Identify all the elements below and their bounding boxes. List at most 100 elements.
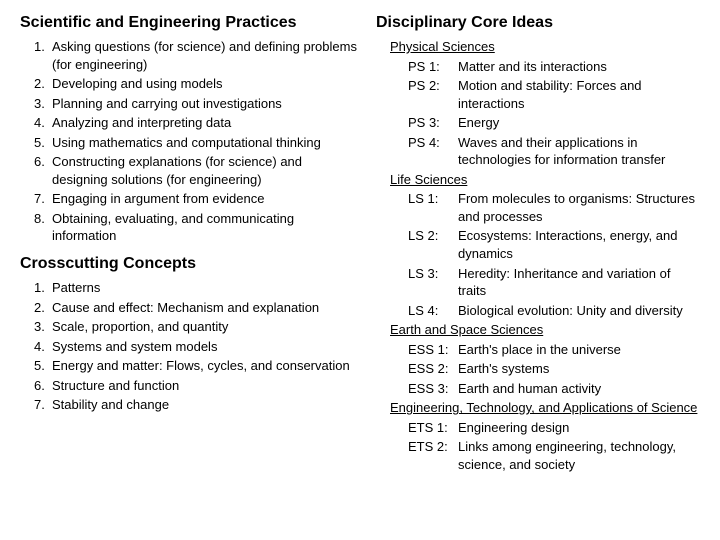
list-item: 2.Cause and effect: Mechanism and explan… [34, 299, 358, 317]
practices-heading: Scientific and Engineering Practices [20, 14, 358, 32]
code-row: LS 4:Biological evolution: Unity and div… [408, 302, 700, 320]
concepts-heading: Crosscutting Concepts [20, 255, 358, 273]
item-number: 2. [34, 299, 52, 317]
item-number: 7. [34, 190, 52, 208]
item-number: 4. [34, 338, 52, 356]
code-row: ETS 2:Links among engineering, technolog… [408, 438, 700, 473]
item-number: 5. [34, 134, 52, 152]
item-number: 5. [34, 357, 52, 375]
item-text: Cause and effect: Mechanism and explanat… [52, 299, 358, 317]
code-row: PS 1:Matter and its interactions [408, 58, 700, 76]
item-code: ESS 1: [408, 341, 458, 359]
item-desc: Earth and human activity [458, 380, 700, 398]
code-row: ESS 2:Earth's systems [408, 360, 700, 378]
item-code: ETS 2: [408, 438, 458, 473]
item-desc: From molecules to organisms: Structures … [458, 190, 700, 225]
list-item: 7.Engaging in argument from evidence [34, 190, 358, 208]
item-text: Stability and change [52, 396, 358, 414]
category-title: Earth and Space Sciences [390, 321, 700, 339]
code-row: ESS 1:Earth's place in the universe [408, 341, 700, 359]
item-text: Engaging in argument from evidence [52, 190, 358, 208]
code-row: LS 3:Heredity: Inheritance and variation… [408, 265, 700, 300]
list-item: 3.Planning and carrying out investigatio… [34, 95, 358, 113]
category-title: Engineering, Technology, and Application… [390, 399, 700, 417]
category-title: Life Sciences [390, 171, 700, 189]
item-text: Asking questions (for science) and defin… [52, 38, 358, 73]
item-text: Planning and carrying out investigations [52, 95, 358, 113]
practices-list: 1.Asking questions (for science) and def… [20, 38, 358, 245]
item-desc: Earth's systems [458, 360, 700, 378]
item-number: 2. [34, 75, 52, 93]
item-desc: Earth's place in the universe [458, 341, 700, 359]
list-item: 4.Systems and system models [34, 338, 358, 356]
code-row: ETS 1:Engineering design [408, 419, 700, 437]
item-text: Obtaining, evaluating, and communicating… [52, 210, 358, 245]
item-code: PS 3: [408, 114, 458, 132]
list-item: 2.Developing and using models [34, 75, 358, 93]
item-number: 8. [34, 210, 52, 245]
category-items: ESS 1:Earth's place in the universe ESS … [408, 341, 700, 398]
item-text: Scale, proportion, and quantity [52, 318, 358, 336]
item-desc: Waves and their applications in technolo… [458, 134, 700, 169]
item-number: 3. [34, 318, 52, 336]
columns: Scientific and Engineering Practices 1.A… [20, 14, 700, 476]
item-text: Using mathematics and computational thin… [52, 134, 358, 152]
item-number: 1. [34, 38, 52, 73]
category-items: PS 1:Matter and its interactions PS 2:Mo… [408, 58, 700, 169]
item-desc: Energy [458, 114, 700, 132]
item-code: ESS 3: [408, 380, 458, 398]
item-text: Structure and function [52, 377, 358, 395]
item-desc: Ecosystems: Interactions, energy, and dy… [458, 227, 700, 262]
item-number: 3. [34, 95, 52, 113]
concepts-list: 1.Patterns 2.Cause and effect: Mechanism… [20, 279, 358, 414]
item-desc: Motion and stability: Forces and interac… [458, 77, 700, 112]
item-number: 6. [34, 377, 52, 395]
category-items: LS 1:From molecules to organisms: Struct… [408, 190, 700, 319]
item-code: PS 2: [408, 77, 458, 112]
code-row: LS 1:From molecules to organisms: Struct… [408, 190, 700, 225]
item-code: LS 1: [408, 190, 458, 225]
item-code: LS 4: [408, 302, 458, 320]
list-item: 6.Constructing explanations (for science… [34, 153, 358, 188]
code-row: PS 4:Waves and their applications in tec… [408, 134, 700, 169]
item-number: 4. [34, 114, 52, 132]
item-text: Developing and using models [52, 75, 358, 93]
left-column: Scientific and Engineering Practices 1.A… [20, 14, 358, 476]
list-item: 3.Scale, proportion, and quantity [34, 318, 358, 336]
item-text: Constructing explanations (for science) … [52, 153, 358, 188]
list-item: 6.Structure and function [34, 377, 358, 395]
item-code: ESS 2: [408, 360, 458, 378]
item-code: PS 4: [408, 134, 458, 169]
category-title: Physical Sciences [390, 38, 700, 56]
item-text: Energy and matter: Flows, cycles, and co… [52, 357, 358, 375]
item-desc: Matter and its interactions [458, 58, 700, 76]
category-items: ETS 1:Engineering design ETS 2:Links amo… [408, 419, 700, 474]
item-text: Systems and system models [52, 338, 358, 356]
core-ideas-heading: Disciplinary Core Ideas [376, 14, 700, 32]
item-number: 6. [34, 153, 52, 188]
item-code: PS 1: [408, 58, 458, 76]
item-desc: Biological evolution: Unity and diversit… [458, 302, 700, 320]
list-item: 8.Obtaining, evaluating, and communicati… [34, 210, 358, 245]
code-row: PS 3:Energy [408, 114, 700, 132]
right-column: Disciplinary Core Ideas Physical Science… [376, 14, 700, 476]
item-code: ETS 1: [408, 419, 458, 437]
code-row: PS 2:Motion and stability: Forces and in… [408, 77, 700, 112]
list-item: 7.Stability and change [34, 396, 358, 414]
code-row: ESS 3:Earth and human activity [408, 380, 700, 398]
item-desc: Engineering design [458, 419, 700, 437]
item-code: LS 2: [408, 227, 458, 262]
item-text: Analyzing and interpreting data [52, 114, 358, 132]
item-code: LS 3: [408, 265, 458, 300]
list-item: 1.Asking questions (for science) and def… [34, 38, 358, 73]
code-row: LS 2:Ecosystems: Interactions, energy, a… [408, 227, 700, 262]
item-text: Patterns [52, 279, 358, 297]
list-item: 5.Energy and matter: Flows, cycles, and … [34, 357, 358, 375]
list-item: 4.Analyzing and interpreting data [34, 114, 358, 132]
list-item: 5.Using mathematics and computational th… [34, 134, 358, 152]
item-number: 7. [34, 396, 52, 414]
item-desc: Links among engineering, technology, sci… [458, 438, 700, 473]
list-item: 1.Patterns [34, 279, 358, 297]
item-number: 1. [34, 279, 52, 297]
item-desc: Heredity: Inheritance and variation of t… [458, 265, 700, 300]
